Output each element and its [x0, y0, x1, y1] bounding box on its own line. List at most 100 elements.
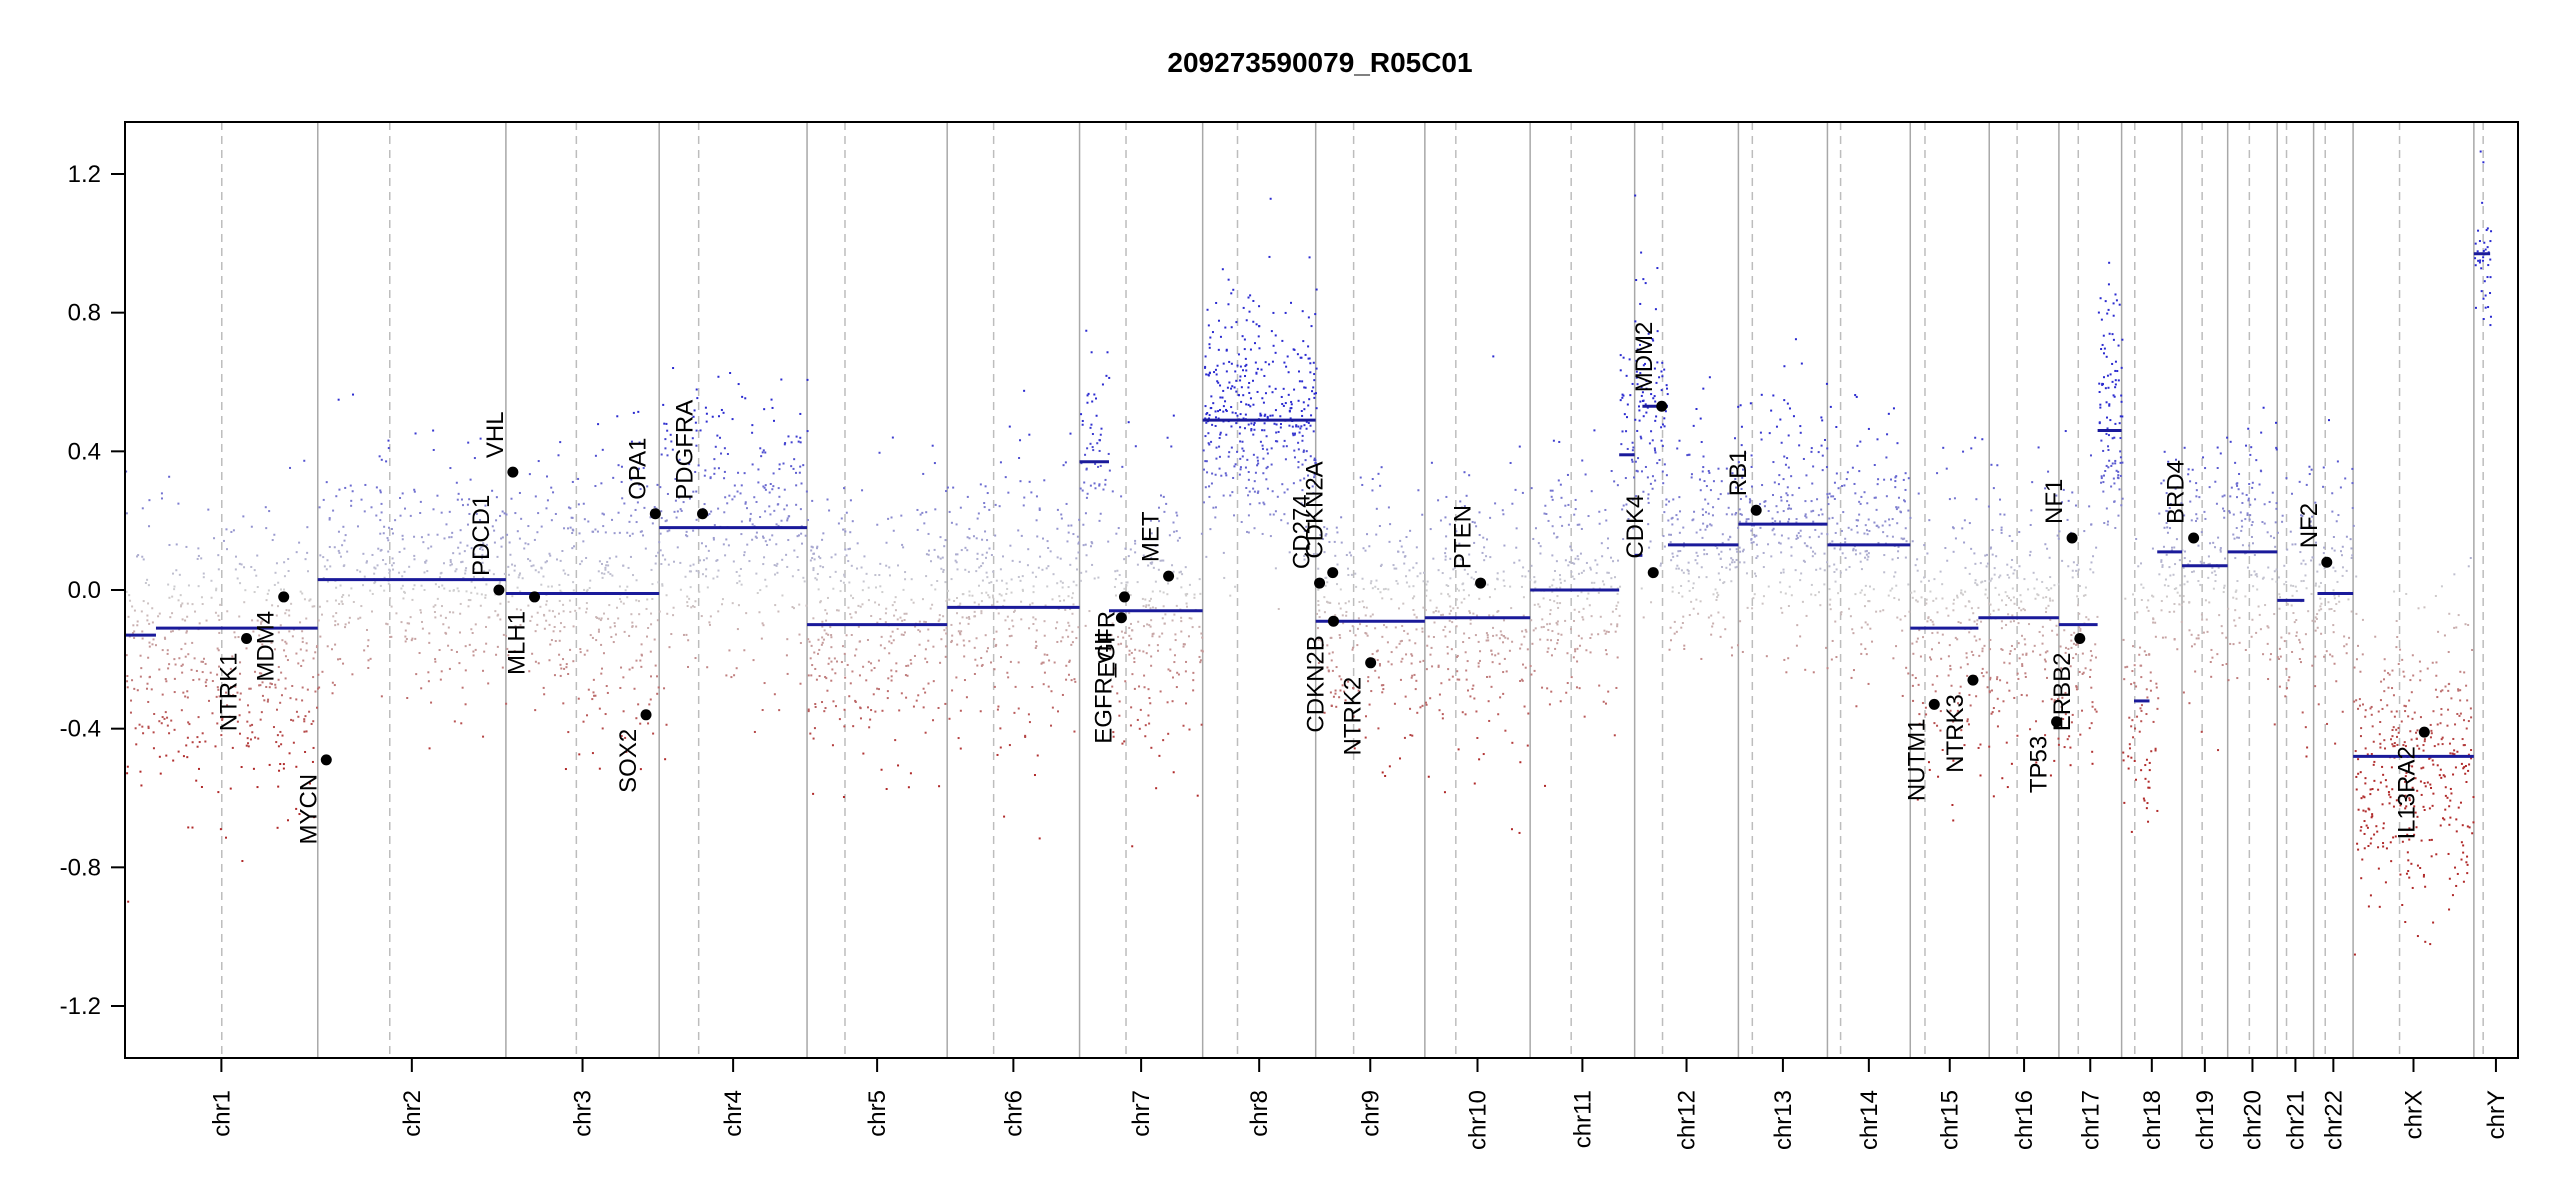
probe-point: [1631, 460, 1634, 463]
probe-point: [1101, 383, 1104, 386]
probe-point: [277, 665, 280, 668]
probe-point: [375, 486, 378, 489]
probe-point: [495, 496, 498, 499]
probe-point: [1690, 600, 1693, 603]
probe-point: [1319, 533, 1322, 536]
probe-point: [1095, 414, 1098, 417]
probe-point: [638, 613, 641, 616]
probe-point: [274, 571, 277, 574]
probe-point: [1261, 532, 1264, 535]
probe-point: [1576, 647, 1579, 650]
probe-point: [764, 578, 767, 581]
probe-point: [171, 595, 174, 598]
probe-point: [1323, 526, 1326, 529]
probe-point: [1196, 794, 1199, 797]
probe-point: [1833, 497, 1836, 500]
probe-point: [1317, 604, 1320, 607]
probe-point: [1903, 537, 1906, 540]
probe-point: [770, 398, 773, 401]
probe-point: [511, 595, 514, 598]
probe-point: [1270, 330, 1273, 333]
probe-point: [601, 667, 604, 670]
probe-point: [791, 575, 794, 578]
probe-point: [760, 637, 763, 640]
probe-point: [2007, 613, 2010, 616]
probe-point: [768, 538, 771, 541]
probe-point: [457, 590, 460, 593]
probe-point: [1013, 609, 1016, 612]
probe-point: [1338, 696, 1341, 699]
probe-point: [258, 634, 261, 637]
probe-point: [660, 453, 663, 456]
probe-point: [660, 517, 663, 520]
probe-point: [1410, 676, 1413, 679]
probe-point: [495, 653, 498, 656]
probe-point: [777, 610, 780, 613]
probe-point: [1368, 545, 1371, 548]
probe-point: [266, 700, 269, 703]
probe-point: [850, 594, 853, 597]
probe-point: [1799, 579, 1802, 582]
probe-point: [318, 506, 321, 509]
probe-point: [1916, 798, 1919, 801]
probe-point: [1692, 607, 1695, 610]
probe-point: [321, 670, 324, 673]
probe-point: [1979, 562, 1982, 565]
probe-point: [712, 536, 715, 539]
probe-point: [1770, 409, 1773, 412]
probe-point: [2068, 735, 2071, 738]
probe-point: [1488, 614, 1491, 617]
probe-point: [2117, 344, 2120, 347]
probe-point: [367, 639, 370, 642]
probe-point: [1658, 376, 1661, 379]
probe-point: [1209, 528, 1212, 531]
probe-point: [735, 667, 738, 670]
probe-point: [736, 582, 739, 585]
probe-point: [1573, 577, 1576, 580]
probe-point: [1738, 508, 1741, 511]
probe-point: [821, 701, 824, 704]
probe-point: [1951, 803, 1954, 806]
probe-point: [339, 584, 342, 587]
probe-point: [173, 658, 176, 661]
probe-point: [1559, 516, 1562, 519]
probe-point: [243, 601, 246, 604]
probe-point: [775, 564, 778, 567]
probe-point: [945, 627, 948, 630]
probe-point: [230, 686, 233, 689]
probe-point: [299, 648, 302, 651]
probe-point: [777, 487, 780, 490]
probe-point: [1644, 403, 1647, 406]
probe-point: [1988, 602, 1991, 605]
probe-point: [218, 665, 221, 668]
probe-point: [148, 641, 151, 644]
probe-point: [240, 766, 243, 769]
probe-point: [1833, 481, 1836, 484]
probe-point: [1150, 556, 1153, 559]
probe-point: [729, 372, 732, 375]
probe-point: [1788, 518, 1791, 521]
probe-point: [594, 694, 597, 697]
probe-point: [682, 501, 685, 504]
probe-point: [1239, 413, 1242, 416]
probe-point: [564, 572, 567, 575]
probe-point: [1776, 511, 1779, 514]
probe-point: [1107, 452, 1110, 455]
probe-point: [1247, 296, 1250, 299]
probe-point: [1302, 504, 1305, 507]
probe-point: [1011, 619, 1014, 622]
probe-point: [1006, 615, 1009, 618]
probe-point: [1849, 615, 1852, 618]
probe-point: [1677, 591, 1680, 594]
probe-point: [441, 584, 444, 587]
probe-point: [1632, 527, 1635, 530]
probe-point: [543, 627, 546, 630]
probe-point: [450, 648, 453, 651]
probe-point: [586, 649, 589, 652]
probe-point: [1857, 519, 1860, 522]
probe-point: [1642, 399, 1645, 402]
probe-point: [1731, 472, 1734, 475]
probe-point: [2064, 651, 2067, 654]
probe-point: [1230, 292, 1233, 295]
probe-point: [1273, 422, 1276, 425]
